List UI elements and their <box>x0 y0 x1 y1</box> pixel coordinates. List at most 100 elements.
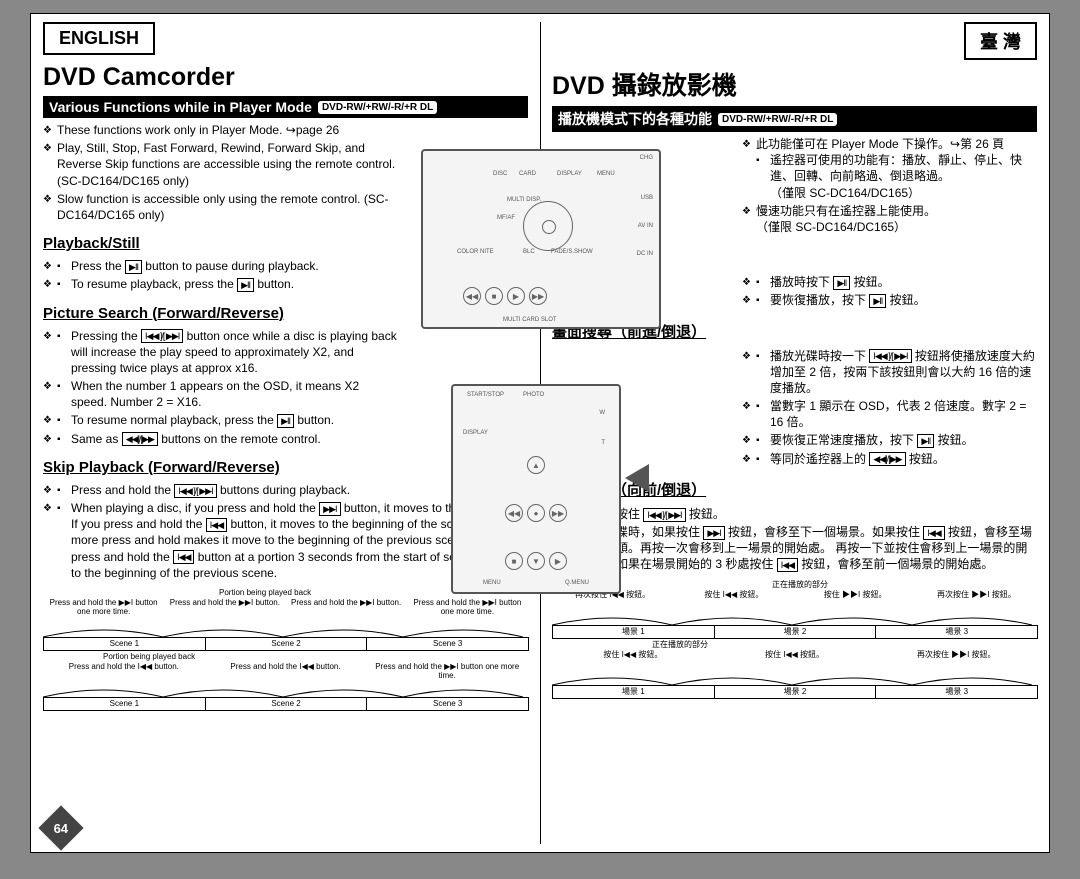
diagram-label: Portion being played back <box>219 589 311 598</box>
section-bar-tw: 播放機模式下的各種功能 DVD-RW/+RW/-R/+R DL <box>552 106 1037 132</box>
scene-box: 場景 1 <box>552 685 715 699</box>
scene-box: Scene 3 <box>366 697 529 711</box>
list-item: Pressing the I◀◀ ]/[ ▶▶I button once whi… <box>57 328 398 377</box>
intro-tw: 此功能僅可在 Player Mode 下操作。↪第 26 頁 遙控器可使用的功能… <box>742 132 1037 241</box>
rev-btn-icon: ◀◀ <box>463 287 481 305</box>
list-item: 播放時按下 ▶II 按鈕。 <box>756 274 1037 290</box>
joystick-icon <box>523 201 573 251</box>
play-pause-icon: ▶II <box>869 294 886 308</box>
diagram-label: Portion being played back <box>103 653 195 662</box>
diagram-label: 按住 ▶▶I 按鈕。 <box>795 591 916 600</box>
sub-item: 遙控器可使用的功能有：播放、靜止、停止、快進、回轉、向前略過、倒退略過。（僅限 … <box>770 152 1037 201</box>
skip-both-icon: I◀◀ ]/[ ▶▶I <box>869 349 911 363</box>
play-pause-icon: ▶II <box>917 434 934 448</box>
list-item: 當數字 1 顯示在 OSD，代表 2 倍速度。數字 2 = 16 倍。 <box>756 398 1037 430</box>
title-en: DVD Camcorder <box>43 63 528 92</box>
camcorder-side-illustration: CHG DISC CARD DISPLAY MENU MULTI DISP. M… <box>421 149 661 329</box>
stop-btn-icon: ■ <box>505 552 523 570</box>
diagram-label: 再次按住 ▶▶I 按鈕。 <box>916 591 1037 600</box>
playback-list: Press the ▶II button to pause during pla… <box>43 254 398 298</box>
diagram-label: Press and hold the ▶▶I button. <box>164 599 285 617</box>
remote-both-icon: ◀◀]/[▶▶ <box>869 452 905 466</box>
list-item: Press the ▶II button to pause during pla… <box>57 258 398 274</box>
play-btn-icon: ▶ <box>507 287 525 305</box>
scene-diagram-tw: 正在播放的部分 再次按住 I◀◀ 按鈕。 按住 I◀◀ 按鈕。 按住 ▶▶I 按… <box>552 583 1037 703</box>
diagram-label: 正在播放的部分 <box>772 581 828 590</box>
fwd-btn-icon: ▶▶ <box>549 504 567 522</box>
scene-box: Scene 1 <box>43 637 206 651</box>
diagram-label: 按住 I◀◀ 按鈕。 <box>552 651 714 660</box>
skip-rev-icon: I◀◀ <box>206 518 227 532</box>
lang-label-tw: 臺 灣 <box>964 22 1037 60</box>
camcorder-back-illustration: START/STOP PHOTO W T DISPLAY MENU Q.MENU… <box>451 384 621 594</box>
scene-diagram-en: Portion being played back Press and hold… <box>43 591 528 711</box>
picsearch-list: Pressing the I◀◀ ]/[ ▶▶I button once whi… <box>43 324 398 453</box>
down-btn-icon: ▼ <box>527 552 545 570</box>
list-item: 播放時按住 I◀◀ ]/[ ▶▶I 按鈕。 <box>566 506 1037 522</box>
fwd-btn-icon: ▶▶ <box>529 287 547 305</box>
bar-text-en: Various Functions while in Player Mode <box>49 99 312 115</box>
stop-btn-icon: ■ <box>485 287 503 305</box>
list-item: To resume normal playback, press the ▶II… <box>57 412 398 428</box>
intro-en: These functions work only in Player Mode… <box>43 118 398 229</box>
diagram-label: 按住 I◀◀ 按鈕。 <box>673 591 794 600</box>
scene-box: Scene 2 <box>205 637 368 651</box>
scene-box: 場景 1 <box>552 625 715 639</box>
manual-page: ENGLISH DVD Camcorder Various Functions … <box>30 13 1050 853</box>
list-item: 要恢復播放，按下 ▶II 按鈕。 <box>756 292 1037 308</box>
diagram-label: 再次按住 ▶▶I 按鈕。 <box>875 651 1037 660</box>
diagram-label: Press and hold the ▶▶I button one more t… <box>366 663 528 681</box>
play-pause-icon: ▶II <box>833 276 850 290</box>
play-btn-icon: ▶ <box>549 552 567 570</box>
scene-box: 場景 2 <box>714 625 877 639</box>
disc-badge: DVD-RW/+RW/-R/+R DL <box>318 101 437 114</box>
disc-badge: DVD-RW/+RW/-R/+R DL <box>718 113 837 126</box>
list-item: Same as ◀◀]/[▶▶ buttons on the remote co… <box>57 431 398 447</box>
list-item: 要恢復正常速度播放，按下 ▶II 按鈕。 <box>756 432 1037 448</box>
remote-both-icon: ◀◀]/[▶▶ <box>122 432 158 446</box>
diagram-label: Press and hold the I◀◀ button. <box>43 663 205 681</box>
intro-item: 此功能僅可在 Player Mode 下操作。↪第 26 頁 遙控器可使用的功能… <box>756 136 1037 201</box>
list-item: 播放光碟時，如果按住 ▶▶I 按鈕，會移至下一個場景。如果按住 I◀◀ 按鈕，會… <box>566 524 1037 573</box>
section-bar-en: Various Functions while in Player Mode D… <box>43 96 528 118</box>
scene-box: Scene 1 <box>43 697 206 711</box>
diagram-label: 按住 I◀◀ 按鈕。 <box>714 651 876 660</box>
skip-both-icon: I◀◀ ]/[ ▶▶I <box>643 508 685 522</box>
list-item: 等同於遙控器上的 ◀◀]/[▶▶ 按鈕。 <box>756 451 1037 467</box>
intro-item: These functions work only in Player Mode… <box>57 122 398 138</box>
diagram-label: Press and hold the ▶▶I button one more t… <box>407 599 528 617</box>
list-item: 播放光碟時按一下 I◀◀ ]/[ ▶▶I 按鈕將使播放速度大約增加至 2 倍，按… <box>756 348 1037 397</box>
playback-tw: 播放時按下 ▶II 按鈕。 要恢復播放，按下 ▶II 按鈕。 <box>742 270 1037 314</box>
play-pause-icon: ▶II <box>237 278 254 292</box>
diagram-label: Press and hold the ▶▶I button one more t… <box>43 599 164 617</box>
skip-fwd-icon: ▶▶I <box>703 526 724 540</box>
scene-box: 場景 3 <box>875 685 1038 699</box>
skip-fwd-icon: ▶▶I <box>319 502 340 516</box>
scene-box: Scene 2 <box>205 697 368 711</box>
list-item: To resume playback, press the ▶II button… <box>57 276 398 292</box>
skip-rev-icon: I◀◀ <box>777 558 798 572</box>
scene-box: Scene 3 <box>366 637 529 651</box>
skip-rev-icon: I◀◀ <box>923 526 944 540</box>
intro-item: Play, Still, Stop, Fast Forward, Rewind,… <box>57 140 398 189</box>
skip-both-icon: I◀◀ ]/[ ▶▶I <box>141 329 183 343</box>
scene-box: 場景 2 <box>714 685 877 699</box>
lang-label-en: ENGLISH <box>43 22 155 55</box>
rev-btn-icon: ◀◀ <box>505 504 523 522</box>
play-pause-icon: ▶II <box>277 414 294 428</box>
diagram-label: Press and hold the ▶▶I button. <box>286 599 407 617</box>
page-number: 64 <box>38 805 83 850</box>
play-pause-icon: ▶II <box>125 260 142 274</box>
skip-tw: 播放時按住 I◀◀ ]/[ ▶▶I 按鈕。 播放光碟時，如果按住 ▶▶I 按鈕，… <box>552 502 1037 579</box>
diagram-label: 正在播放的部分 <box>652 641 708 650</box>
list-item: When the number 1 appears on the OSD, it… <box>57 378 398 410</box>
diagram-label: Press and hold the I◀◀ button. <box>205 663 367 681</box>
ok-btn-icon: ● <box>527 504 545 522</box>
up-btn-icon: ▲ <box>527 456 545 474</box>
pointer-arrow-icon <box>625 464 649 492</box>
title-tw: DVD 攝錄放影機 <box>552 66 1037 102</box>
intro-item: Slow function is accessible only using t… <box>57 191 398 223</box>
skip-rev-icon: I◀◀ <box>173 550 194 564</box>
skip-both-icon: I◀◀ ]/[ ▶▶I <box>174 484 216 498</box>
intro-item: 慢速功能只有在遙控器上能使用。（僅限 SC-DC164/DC165） <box>756 203 1037 235</box>
